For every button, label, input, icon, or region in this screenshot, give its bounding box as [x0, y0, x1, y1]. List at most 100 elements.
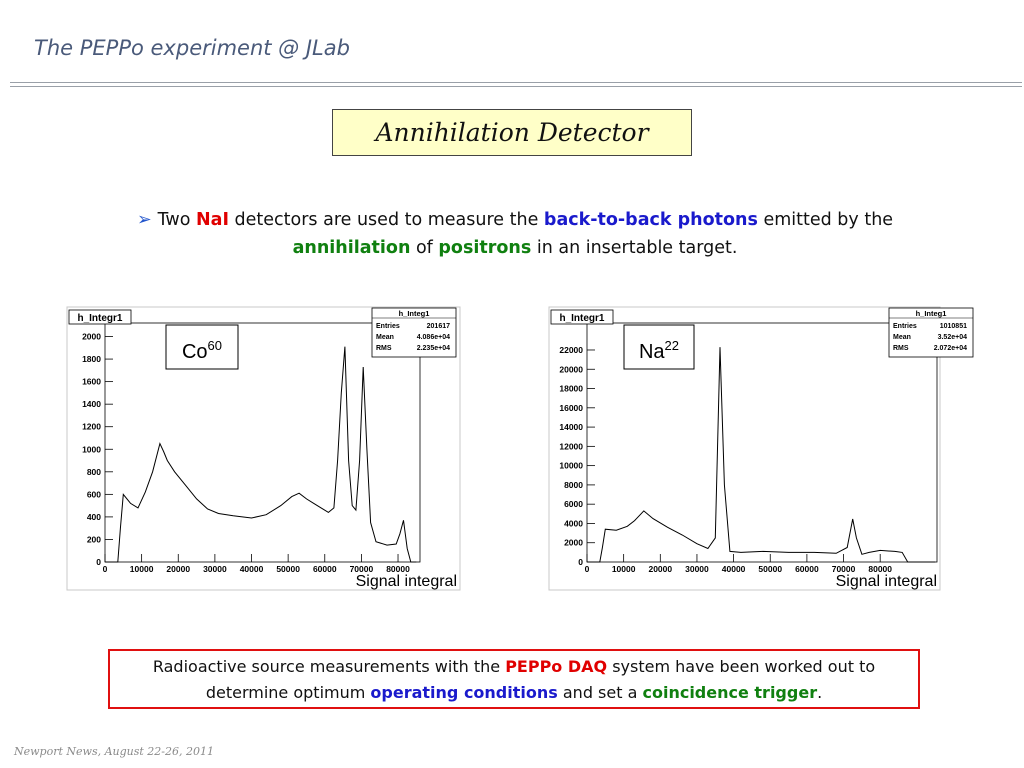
title-box: [550, 309, 614, 325]
y-tick-label: 0: [578, 557, 583, 567]
y-tick-label: 6000: [564, 499, 583, 509]
source-isotope: 60: [208, 338, 222, 353]
text-run: coincidence trigger: [642, 683, 818, 702]
x-tick-label: 50000: [276, 564, 300, 574]
stats-value: 4.086e+04: [417, 334, 450, 341]
text-run: .: [817, 683, 823, 702]
chart-title: h_Integr1: [559, 313, 604, 324]
text-run: emitted by the: [757, 210, 894, 230]
x-tick-label: 0: [103, 564, 108, 574]
histogram-line: [105, 346, 417, 563]
x-tick-label: 50000: [758, 564, 782, 574]
source-box: [165, 324, 239, 370]
x-tick-label: 30000: [203, 564, 227, 574]
stats-value: 3.52e+04: [938, 334, 967, 341]
header-title: The PEPPo experiment @ JLab: [34, 36, 350, 60]
x-axis-label: Signal integral: [836, 573, 937, 590]
y-tick-label: 1200: [82, 422, 101, 432]
slide-title: Annihilation Detector: [332, 109, 692, 156]
y-tick-label: 600: [87, 489, 101, 499]
y-tick-label: 22000: [559, 345, 583, 355]
y-tick-label: 1600: [82, 377, 101, 387]
stats-key: RMS: [893, 345, 909, 352]
y-tick-label: 800: [87, 467, 101, 477]
source-label: Na22: [639, 338, 679, 363]
y-tick-label: 14000: [559, 422, 583, 432]
stats-key: Entries: [376, 323, 400, 330]
chart-title: h_Integr1: [77, 313, 122, 324]
text-run: operating conditions: [370, 683, 558, 702]
y-tick-label: 2000: [564, 538, 583, 548]
text-run: back-to-back photons: [543, 210, 758, 230]
y-tick-label: 16000: [559, 403, 583, 413]
stats-value: 201617: [427, 323, 450, 330]
footer: Newport News, August 22-26, 2011: [14, 745, 214, 758]
source-box: [623, 324, 695, 370]
source-element: Na: [639, 341, 665, 363]
source-element: Co: [182, 341, 208, 363]
y-tick-label: 0: [96, 557, 101, 567]
y-tick-label: 400: [87, 512, 101, 522]
x-tick-label: 40000: [722, 564, 746, 574]
text-run: positrons: [438, 238, 532, 258]
x-tick-label: 30000: [685, 564, 709, 574]
x-tick-label: 40000: [240, 564, 264, 574]
x-tick-label: 70000: [832, 564, 856, 574]
x-tick-label: 20000: [648, 564, 672, 574]
x-tick-label: 70000: [350, 564, 374, 574]
y-tick-label: 4000: [564, 518, 583, 528]
stats-title: h_Integ1: [399, 309, 430, 318]
text-run: Radioactive source measurements with the: [152, 657, 506, 676]
text-run: annihilation: [292, 238, 411, 258]
x-axis-label: Signal integral: [356, 573, 457, 590]
stats-value: 2.235e+04: [417, 345, 450, 352]
text-run: of: [410, 238, 439, 258]
stats-key: Entries: [893, 323, 917, 330]
stats-box: [888, 307, 974, 358]
source-label: Co60: [182, 338, 222, 363]
text-run: system have been worked out to determine…: [205, 657, 876, 702]
text-run: in an insertable target.: [531, 238, 738, 258]
stats-title: h_Integ1: [916, 309, 947, 318]
header-rule: [10, 86, 1022, 87]
x-tick-label: 80000: [386, 564, 410, 574]
x-tick-label: 60000: [313, 564, 337, 574]
stats-value: 2.072e+04: [934, 345, 967, 352]
stats-box: [371, 307, 457, 358]
x-tick-label: 10000: [130, 564, 154, 574]
stats-value: 1010851: [940, 323, 967, 330]
y-tick-label: 1800: [82, 354, 101, 364]
plot-frame: [104, 322, 421, 563]
note-box: Radioactive source measurements with the…: [108, 649, 920, 709]
y-tick-label: 18000: [559, 384, 583, 394]
header-rule: [10, 82, 1022, 83]
y-tick-label: 10000: [559, 461, 583, 471]
x-tick-label: 0: [585, 564, 590, 574]
x-tick-label: 10000: [612, 564, 636, 574]
y-tick-label: 200: [87, 534, 101, 544]
y-tick-label: 20000: [559, 364, 583, 374]
stats-key: Mean: [376, 334, 394, 341]
x-tick-label: 20000: [166, 564, 190, 574]
histogram-line: [587, 347, 936, 563]
chart-canvas: [548, 306, 941, 591]
x-tick-label: 60000: [795, 564, 819, 574]
y-tick-label: 12000: [559, 441, 583, 451]
stats-key: RMS: [376, 345, 392, 352]
stats-key: Mean: [893, 334, 911, 341]
plot-frame: [586, 322, 938, 563]
text-run: NaI: [196, 210, 229, 230]
title-box: [68, 309, 132, 325]
text-run: Two: [157, 210, 196, 230]
bullet-text: ➢ Two NaI detectors are used to measure t…: [136, 210, 894, 258]
text-run: PEPPo DAQ: [505, 657, 608, 676]
y-tick-label: 2000: [82, 332, 101, 342]
y-tick-label: 8000: [564, 480, 583, 490]
y-tick-label: 1400: [82, 399, 101, 409]
y-tick-label: 1000: [82, 444, 101, 454]
source-isotope: 22: [665, 338, 679, 353]
x-tick-label: 80000: [868, 564, 892, 574]
text-run: detectors are used to measure the: [228, 210, 544, 230]
